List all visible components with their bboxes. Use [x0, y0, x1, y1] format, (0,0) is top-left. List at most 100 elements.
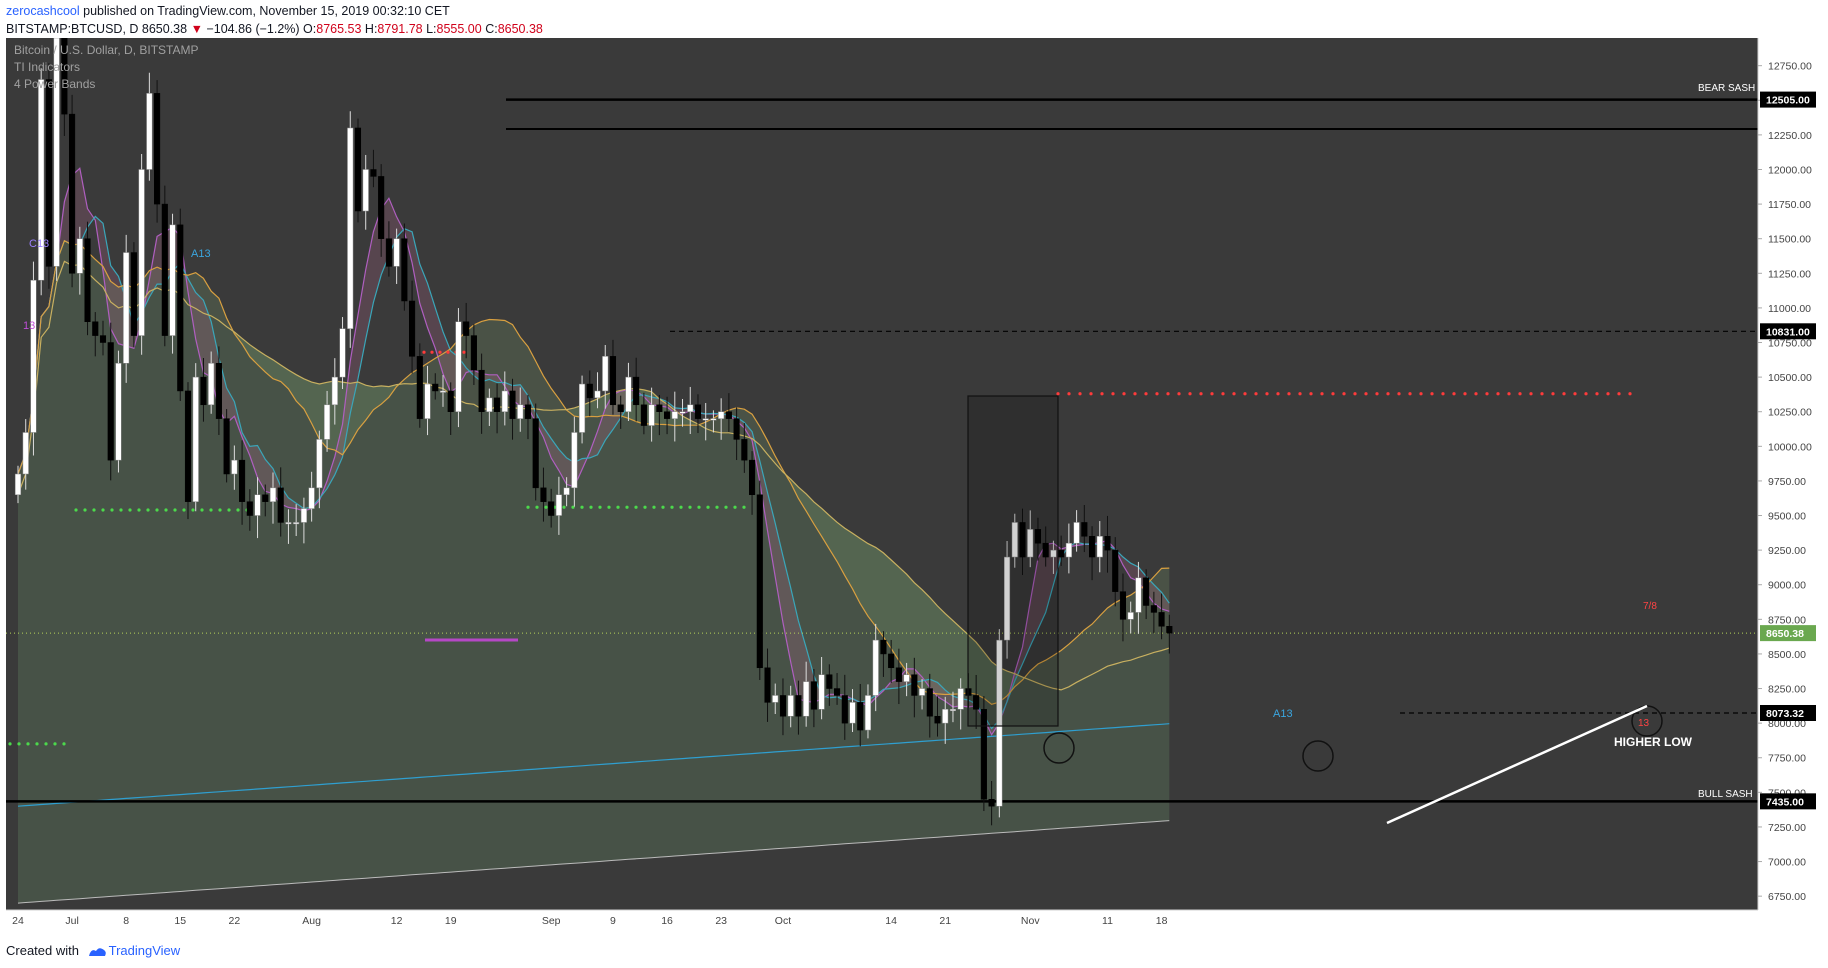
- y-tick-label: 6750.00: [1768, 891, 1806, 903]
- red-dot: [1375, 392, 1379, 396]
- bear-candle: [880, 639, 887, 655]
- green-dot: [733, 505, 737, 509]
- bull-candle: [254, 494, 261, 516]
- green-dot: [26, 742, 30, 746]
- red-dot: [1122, 392, 1126, 396]
- bull-candle: [818, 674, 825, 710]
- bear-candle: [764, 667, 771, 703]
- y-tick-label: 8750.00: [1768, 614, 1806, 626]
- bear-candle: [61, 38, 68, 115]
- x-tick-label: Aug: [302, 915, 321, 927]
- bear-candle: [494, 397, 501, 412]
- bear-candle: [841, 695, 848, 724]
- bull-candle: [1096, 536, 1103, 558]
- price-chart[interactable]: HIGHER LOW BEAR SASH BULL SASH C13 13 A1…: [0, 38, 1828, 933]
- bull-candle: [208, 363, 215, 406]
- y-tick-label: 7750.00: [1768, 753, 1806, 765]
- y-tick-label: 12250.00: [1768, 130, 1812, 142]
- plot-area[interactable]: [6, 38, 1758, 910]
- y-tick-label: 9000.00: [1768, 580, 1806, 592]
- price-axis[interactable]: 12750.0012500.0012250.0012000.0011750.00…: [1757, 38, 1828, 910]
- bear-candle: [107, 342, 114, 461]
- green-dot: [8, 742, 12, 746]
- green-dot: [526, 505, 530, 509]
- time-axis[interactable]: 24 Jul 8 15 22 Aug 12 19 Sep 9 16 23 Oct 14 21 Nov 11 18: [6, 909, 1758, 927]
- higher-low-label: HIGHER LOW: [1614, 735, 1693, 749]
- red-dot: [1177, 392, 1181, 396]
- green-dot: [110, 508, 114, 512]
- red-dot: [1551, 392, 1555, 396]
- bull-candle: [517, 404, 524, 419]
- y-tick-label: 7000.00: [1768, 857, 1806, 869]
- tradingview-link[interactable]: TradingView: [108, 943, 181, 958]
- bear-candle: [447, 390, 454, 412]
- red-dot: [1507, 392, 1511, 396]
- bear-candle: [99, 335, 107, 343]
- bear-candle: [1112, 549, 1119, 592]
- y-tick-label: 8500.00: [1768, 649, 1806, 661]
- red-dot: [1364, 392, 1368, 396]
- green-dot: [146, 508, 150, 512]
- green-dot: [35, 742, 39, 746]
- level-lines: [6, 98, 1758, 803]
- y-tick-label: 8250.00: [1768, 684, 1806, 696]
- a13-label: A13: [191, 248, 211, 260]
- bull-candle: [439, 390, 447, 393]
- created-with-label: Created with: [6, 943, 79, 958]
- green-dot: [227, 508, 231, 512]
- red-dot: [1408, 392, 1412, 396]
- x-tick-label: 24: [12, 915, 24, 927]
- bull-candle: [1073, 522, 1080, 544]
- level-tag: [1760, 323, 1816, 340]
- band-fill-fast: [18, 168, 1170, 735]
- signal-dots: [8, 350, 1632, 746]
- higher-low-trendline: [1386, 704, 1648, 825]
- x-tick-label: 19: [445, 915, 457, 927]
- bear-candle: [45, 79, 52, 267]
- y-tick-label: 11250.00: [1768, 268, 1811, 280]
- down-arrow-icon: ▼: [190, 22, 203, 36]
- bull-candle: [864, 695, 872, 731]
- bull-candle: [146, 93, 153, 170]
- level-tag: [1760, 91, 1816, 108]
- bull-candle: [579, 383, 586, 433]
- x-tick-label: 12: [391, 915, 403, 927]
- circle-marker: [1043, 732, 1075, 764]
- y-tick-label: 11500.00: [1768, 234, 1811, 246]
- red-dot: [1243, 392, 1247, 396]
- bull-candle: [123, 252, 130, 364]
- level-tag-label: 10831.00: [1766, 326, 1810, 338]
- green-dot: [571, 505, 575, 509]
- red-dot: [1056, 392, 1060, 396]
- bull-candle: [903, 674, 910, 682]
- green-dot: [715, 505, 719, 509]
- drawings: HIGHER LOW BEAR SASH BULL SASH C13 13 A1…: [23, 83, 1758, 825]
- green-dot: [562, 505, 566, 509]
- bear-candle: [1166, 626, 1173, 634]
- bear-candle: [416, 356, 423, 419]
- green-dot: [128, 508, 132, 512]
- green-dot: [83, 508, 87, 512]
- c13-label: C13: [29, 238, 49, 250]
- y-tick-label: 12000.00: [1768, 164, 1812, 176]
- bear-candle: [478, 369, 485, 412]
- red-dot: [1540, 392, 1544, 396]
- high-value: 8791.78: [377, 22, 423, 36]
- bull-candle: [803, 681, 810, 717]
- bear-candle: [548, 501, 555, 516]
- green-dot: [724, 505, 728, 509]
- bear-candle: [432, 383, 439, 392]
- author-link[interactable]: zerocashcool: [6, 4, 80, 18]
- y-tick-label: 10500.00: [1768, 372, 1812, 384]
- red-dot: [1452, 392, 1456, 396]
- bull-candle: [1050, 549, 1057, 558]
- red-dot: [1617, 392, 1621, 396]
- red-dot: [1309, 392, 1313, 396]
- bear-candle: [857, 702, 864, 731]
- bull-candle: [424, 383, 431, 419]
- y-tick-label: 11000.00: [1768, 303, 1811, 315]
- band-fill-mid: [18, 240, 1170, 705]
- circle-marker: [1302, 740, 1334, 772]
- green-dot: [62, 742, 66, 746]
- bear-candle: [980, 709, 987, 800]
